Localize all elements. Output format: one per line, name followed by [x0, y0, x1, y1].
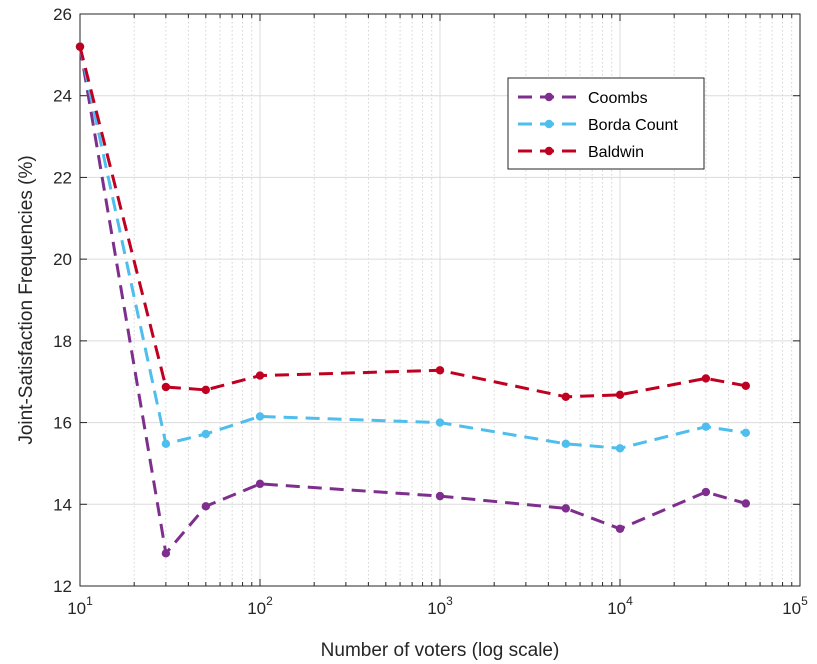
- data-point-coombs: [161, 549, 171, 558]
- data-point-baldwin: [161, 382, 171, 392]
- y-tick-label: 18: [53, 332, 72, 351]
- legend-marker: [544, 119, 554, 129]
- x-tick-label: 101: [67, 594, 93, 618]
- data-point-borda-count: [201, 429, 211, 439]
- data-point-baldwin: [255, 371, 265, 380]
- data-point-borda-count: [435, 418, 445, 427]
- y-tick-label: 24: [53, 87, 72, 106]
- data-point-coombs: [201, 502, 211, 511]
- y-tick-label: 12: [53, 577, 72, 596]
- data-point-coombs: [255, 479, 265, 489]
- axis-ticks: 101 102 103 104 105 12 14 16 18 20 22 24 26: [53, 5, 808, 618]
- x-tick-label: 102: [247, 594, 273, 618]
- series-lines: [75, 42, 751, 558]
- legend-marker: [544, 146, 554, 156]
- y-tick-label: 16: [53, 414, 72, 433]
- legend-label: Borda Count: [588, 117, 678, 134]
- data-point-borda-count: [255, 412, 265, 421]
- legend-marker: [544, 92, 554, 102]
- data-point-baldwin: [561, 392, 571, 402]
- data-point-borda-count: [615, 444, 625, 453]
- data-point-borda-count: [161, 439, 171, 449]
- data-point-baldwin: [201, 385, 211, 395]
- legend-label: Coombs: [588, 90, 648, 107]
- data-point-baldwin: [435, 366, 445, 375]
- data-point-baldwin: [701, 374, 711, 383]
- legend: Coombs Borda Count Baldwin: [507, 77, 705, 170]
- data-point-borda-count: [741, 428, 751, 437]
- x-axis-label: Number of voters (log scale): [321, 640, 560, 661]
- data-point-baldwin: [615, 390, 625, 399]
- x-tick-label: 103: [427, 594, 453, 618]
- data-point-coombs: [561, 504, 571, 513]
- data-point-baldwin: [741, 381, 751, 390]
- x-tick-label: 105: [782, 594, 808, 618]
- data-point-borda-count: [701, 422, 711, 431]
- data-point-coombs: [615, 524, 625, 533]
- y-axis-label: Joint-Satisfaction Frequencies (%): [16, 155, 37, 444]
- y-tick-label: 26: [53, 5, 72, 24]
- data-point-coombs: [741, 499, 751, 508]
- data-point-coombs: [701, 487, 711, 497]
- y-tick-label: 22: [53, 168, 72, 187]
- data-point-coombs: [435, 491, 445, 501]
- data-point-borda-count: [561, 439, 571, 449]
- data-point-baldwin: [75, 42, 85, 51]
- y-tick-label: 14: [53, 495, 72, 514]
- y-tick-label: 20: [53, 250, 72, 269]
- x-tick-label: 104: [607, 594, 633, 618]
- legend-label: Baldwin: [588, 144, 644, 161]
